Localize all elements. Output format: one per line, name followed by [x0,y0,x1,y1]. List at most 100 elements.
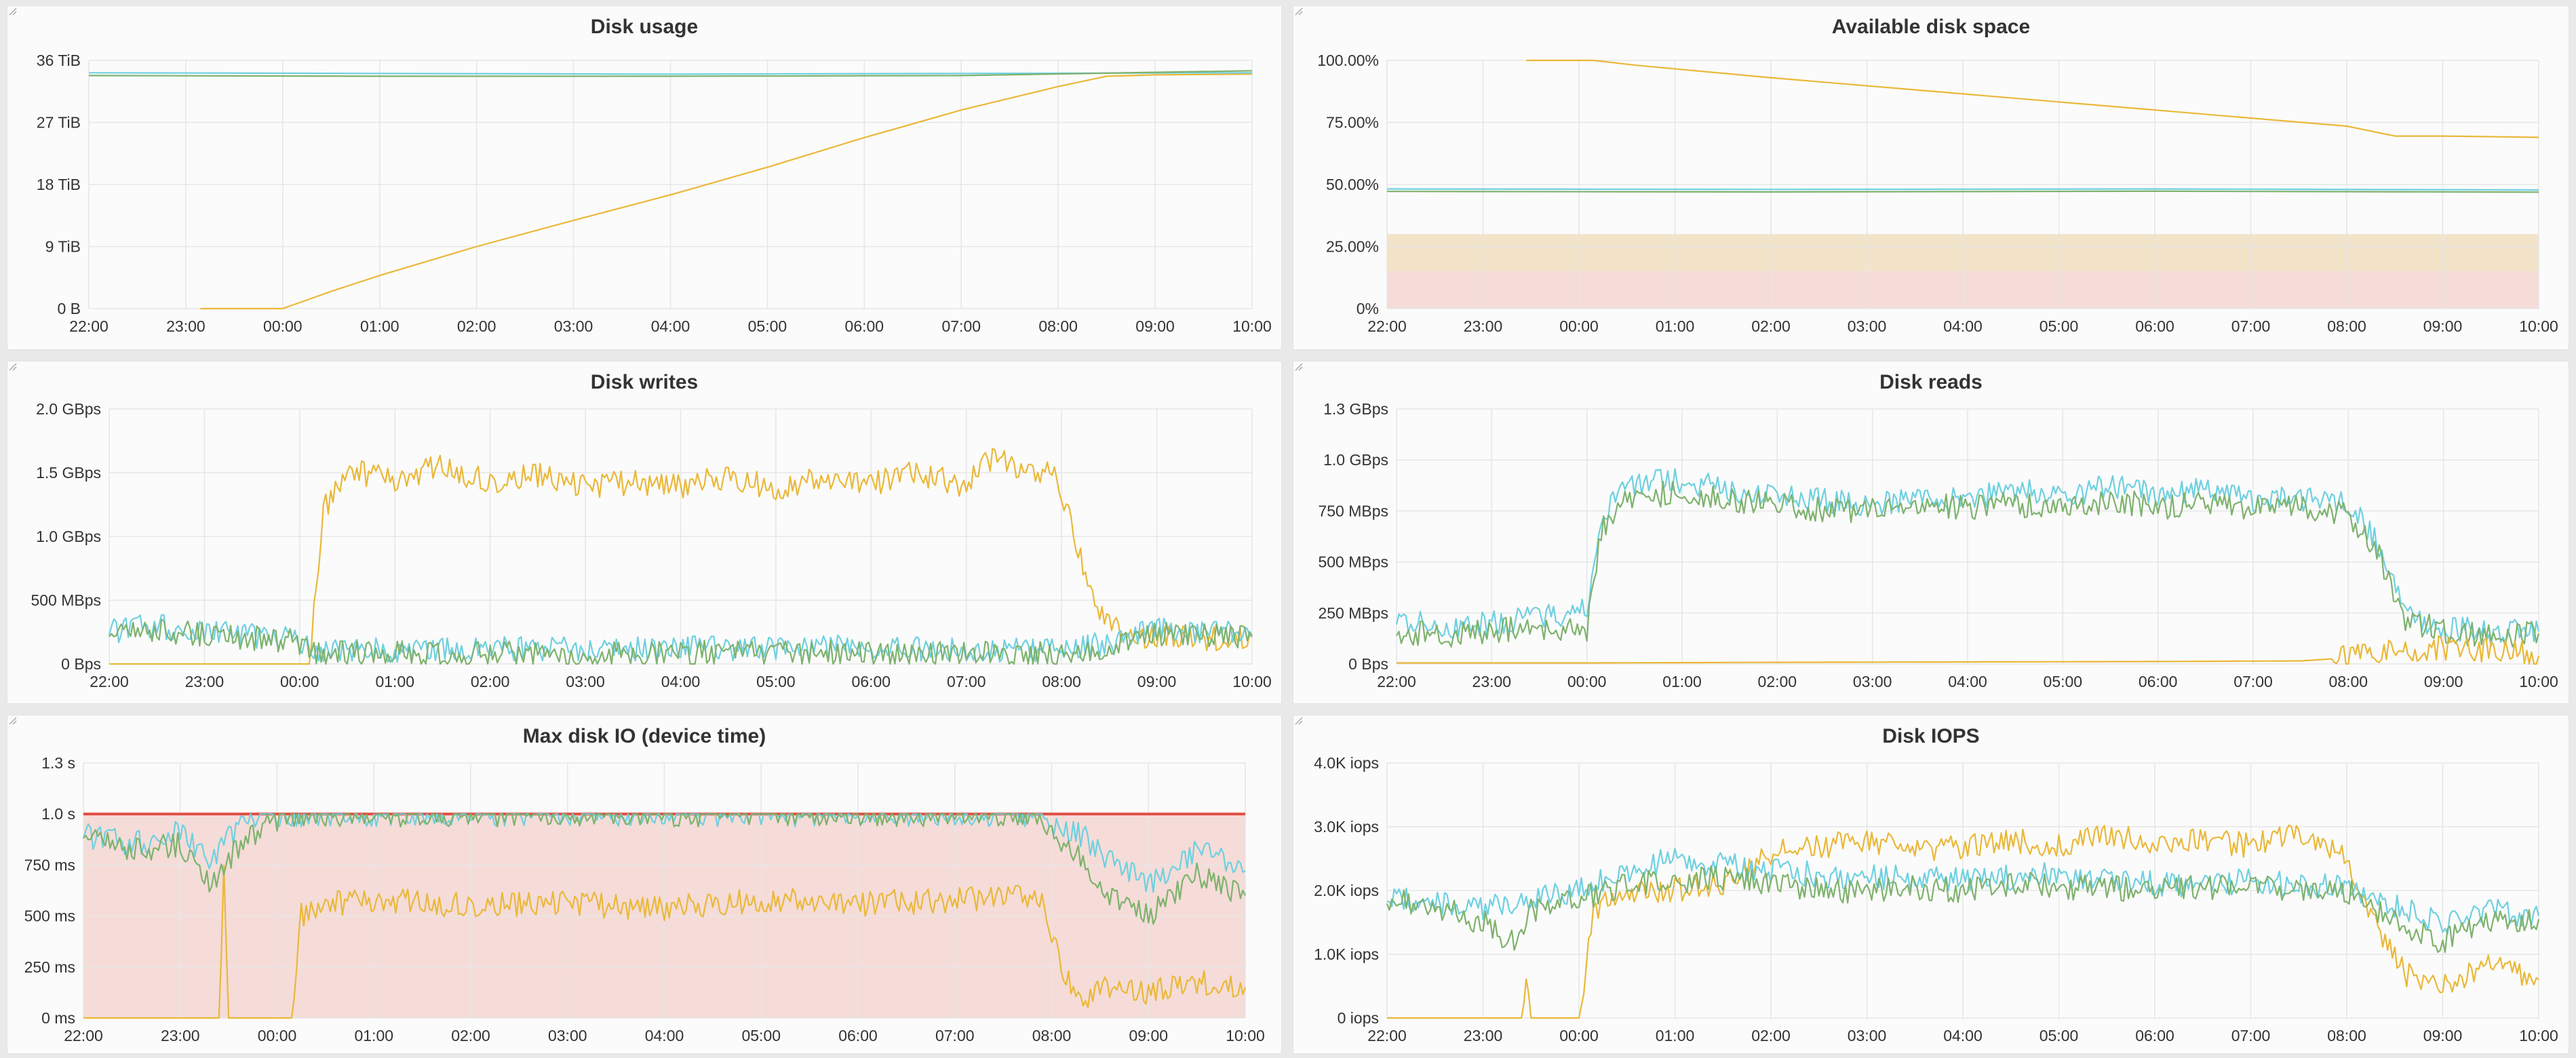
x-tick-label: 07:00 [935,1027,975,1044]
chart-max-disk-io: 0 ms 250 ms 500 ms 750 ms 1.0 s 1.3 s 22:00 23:… [24,754,1265,1044]
series-line-yellow [1397,635,2540,665]
x-tick-label: 01:00 [1656,1027,1695,1044]
y-tick-label: 500 ms [24,907,75,925]
x-tick-label: 04:00 [1943,317,1983,335]
x-tick-label: 00:00 [258,1027,297,1044]
x-tick-label: 10:00 [1232,673,1272,690]
resize-handle-icon[interactable] [1293,6,1303,16]
y-tick-label: 1.0K iops [1314,945,1379,963]
series-line-yellow [1387,824,2539,1019]
series-line-green [1386,190,2539,193]
x-tick-label: 03:00 [1848,317,1887,335]
y-tick-label: 1.0 s [41,805,75,823]
panel-title[interactable]: Disk reads [1879,371,1983,393]
y-tick-label: 0 Bps [61,655,101,673]
y-tick-label: 1.5 GBps [36,464,101,482]
panel-title[interactable]: Disk IOPS [1882,725,1980,747]
y-tick-label: 1.3 s [41,754,75,772]
x-tick-label: 23:00 [185,673,225,690]
y-tick-label: 100.00% [1317,52,1379,69]
x-tick-label: 09:00 [2424,673,2463,690]
y-tick-label: 1.0 GBps [36,528,101,545]
resize-handle-icon[interactable] [7,361,17,371]
x-tick-label: 04:00 [651,317,690,335]
y-tick-label: 0 ms [41,1009,75,1027]
series-line-green [1386,865,2540,954]
series-line-blue [1395,468,2540,647]
x-tick-label: 03:00 [554,317,593,335]
series-line-green [109,619,1253,665]
y-tick-label: 4.0K iops [1314,754,1379,772]
y-tick-label: 9 TiB [45,238,81,256]
x-tick-label: 09:00 [1135,317,1175,335]
x-tick-label: 01:00 [354,1027,393,1044]
series-line-yellow [83,864,1247,1019]
x-tick-label: 08:00 [2327,317,2366,335]
chart-available-disk-space: 0% 25.00% 50.00% 75.00% 100.00% 22:00 23:00 00:… [1317,52,2558,335]
y-tick-label: 0 Bps [1348,655,1388,673]
x-tick-label: 07:00 [947,673,986,690]
x-tick-label: 02:00 [471,673,510,690]
x-tick-label: 00:00 [1559,1027,1599,1044]
x-tick-label: 08:00 [1038,317,1078,335]
y-tick-label: 2.0 GBps [36,400,101,418]
x-tick-label: 22:00 [1367,317,1407,335]
x-tick-label: 05:00 [741,1027,781,1044]
panel-max-disk-io: Max disk IO (device time) 0 ms 250 ms 500 … [7,715,1282,1054]
y-tick-label: 75.00% [1326,114,1379,132]
panel-title[interactable]: Disk usage [590,16,699,38]
resize-handle-icon[interactable] [1293,361,1303,371]
y-tick-label: 36 TiB [37,52,81,69]
x-tick-label: 05:00 [2040,1027,2079,1044]
x-tick-label: 23:00 [1464,1027,1503,1044]
x-tick-label: 02:00 [1758,673,1797,690]
y-tick-label: 0 B [57,300,81,317]
x-tick-label: 04:00 [1943,1027,1983,1044]
x-tick-label: 02:00 [1751,1027,1791,1044]
chart-disk-reads: 0 Bps 250 MBps 500 MBps 750 MBps 1.0 GBps 1.3… [1318,400,2558,690]
series-line-green [83,813,1246,925]
x-tick-label: 01:00 [1656,317,1695,335]
x-tick-label: 01:00 [360,317,399,335]
series-line-green [1396,480,2540,648]
x-tick-label: 09:00 [2423,317,2463,335]
resize-handle-icon[interactable] [7,6,17,16]
panel-title[interactable]: Available disk space [1831,16,2031,38]
x-tick-label: 03:00 [1848,1027,1887,1044]
x-tick-label: 10:00 [2519,1027,2558,1044]
series-line-yellow [109,448,1253,665]
chart-disk-writes: 0 Bps 500 MBps 1.0 GBps 1.5 GBps 2.0 GBps 22:… [31,400,1272,690]
y-tick-label: 18 TiB [37,176,81,193]
x-tick-label: 04:00 [645,1027,684,1044]
x-tick-label: 04:00 [1948,673,1987,690]
x-tick-label: 04:00 [661,673,701,690]
panel-disk-writes: Disk writes 0 Bps 500 MBps 1.0 GBps 1.5 GBp… [7,361,1282,704]
series-line-yellow [200,73,1253,310]
x-tick-label: 06:00 [845,317,884,335]
x-tick-label: 08:00 [1042,673,1081,690]
x-tick-label: 23:00 [1472,673,1512,690]
x-tick-label: 08:00 [2327,1027,2366,1044]
x-tick-label: 06:00 [852,673,891,690]
panel-title[interactable]: Max disk IO (device time) [522,725,766,747]
x-tick-label: 00:00 [263,317,303,335]
x-tick-label: 10:00 [1226,1027,1265,1044]
y-tick-label: 750 ms [24,856,75,874]
x-tick-label: 00:00 [280,673,319,690]
x-tick-label: 03:00 [548,1027,587,1044]
x-tick-label: 22:00 [69,317,109,335]
x-tick-label: 22:00 [90,673,129,690]
series-line-yellow [1526,59,2539,138]
x-tick-label: 05:00 [2040,317,2079,335]
x-tick-label: 10:00 [2519,317,2558,335]
x-tick-label: 10:00 [2519,673,2558,690]
x-tick-label: 22:00 [1367,1027,1407,1044]
resize-handle-icon[interactable] [7,716,17,725]
x-tick-label: 03:00 [1853,673,1892,690]
x-tick-label: 22:00 [1377,673,1416,690]
panel-disk-iops: Disk IOPS 0 iops 1.0K iops 2.0K iops 3.0K i… [1293,715,2569,1054]
resize-handle-icon[interactable] [1293,716,1303,725]
x-tick-label: 22:00 [64,1027,103,1044]
x-tick-label: 06:00 [838,1027,878,1044]
panel-title[interactable]: Disk writes [590,371,699,393]
